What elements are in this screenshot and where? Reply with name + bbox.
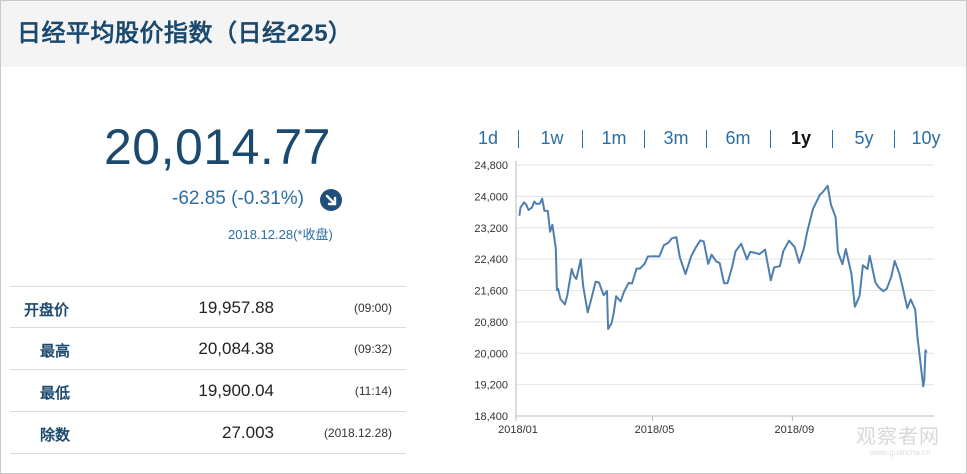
x-tick-label: 2018/09	[774, 424, 814, 436]
y-tick-label: 18,400	[474, 411, 508, 423]
stat-value: 20,084.38	[198, 339, 274, 358]
down-arrow-icon	[320, 189, 342, 211]
tab-6m[interactable]: 6m	[725, 128, 751, 148]
tab-separator	[832, 130, 833, 148]
watermark-url: www.guancha.cn	[870, 448, 931, 457]
stat-value: 27.003	[222, 423, 274, 442]
stat-time: (2018.12.28)	[323, 426, 392, 440]
tab-separator	[582, 130, 583, 148]
y-tick-label: 21,600	[474, 286, 508, 298]
watermark: 观察者网	[856, 426, 940, 448]
y-tick-label: 20,000	[474, 348, 508, 360]
down-arrow-glyph	[325, 194, 337, 206]
tab-1w[interactable]: 1w	[540, 128, 564, 148]
stat-value: 19,957.88	[198, 298, 274, 317]
stat-label: 最高	[40, 343, 71, 360]
tab-separator	[644, 130, 645, 148]
y-tick-label: 22,400	[474, 254, 508, 266]
stat-time: (09:32)	[353, 342, 392, 356]
stat-time: (09:00)	[353, 301, 392, 315]
tab-5y[interactable]: 5y	[854, 128, 874, 148]
tab-3m[interactable]: 3m	[663, 128, 689, 148]
stat-label: 开盘价	[24, 302, 70, 319]
stat-row-high: 最高 20,084.38 (09:32)	[10, 328, 406, 370]
x-tick-label: 2018/01	[498, 424, 538, 436]
stat-time: (11:14)	[354, 384, 392, 398]
stat-row-low: 最低 19,900.04 (11:14)	[10, 370, 406, 412]
tab-separator	[706, 130, 707, 148]
y-tick-label: 24,800	[474, 160, 508, 172]
stats-table: 开盘价 19,957.88 (09:00) 最高 20,084.38 (09:3…	[10, 286, 406, 454]
price-change: -62.85 (-0.31%)	[172, 188, 305, 209]
stat-row-divisor: 除数 27.003 (2018.12.28)	[10, 412, 406, 454]
y-tick-label: 23,200	[474, 223, 508, 235]
tab-1y[interactable]: 1y	[790, 128, 812, 148]
series-line	[518, 184, 928, 388]
tab-separator	[894, 130, 895, 148]
y-tick-label: 19,200	[474, 380, 508, 392]
range-tabs: 1d 1w 1m 3m 6m 1y 5y 10y	[466, 128, 956, 152]
x-tick-label: 2018/05	[635, 424, 675, 436]
tab-10y[interactable]: 10y	[911, 128, 941, 148]
tab-separator	[770, 130, 771, 148]
tab-1d[interactable]: 1d	[477, 128, 499, 148]
tab-1m[interactable]: 1m	[601, 128, 627, 148]
quote-datetime: 2018.12.28(*收盘)	[228, 227, 333, 242]
stat-row-open: 开盘价 19,957.88 (09:00)	[10, 286, 406, 328]
y-tick-label: 20,800	[474, 317, 508, 329]
y-tick-label: 24,000	[474, 191, 508, 203]
tab-separator	[518, 130, 519, 148]
header: 日经平均股价指数（日经225）	[1, 1, 966, 67]
stat-label: 最低	[40, 385, 71, 402]
current-price: 20,014.77	[104, 119, 331, 175]
stat-label: 除数	[40, 427, 71, 444]
stat-value: 19,900.04	[198, 381, 274, 400]
page-title: 日经平均股价指数（日经225）	[17, 20, 353, 47]
